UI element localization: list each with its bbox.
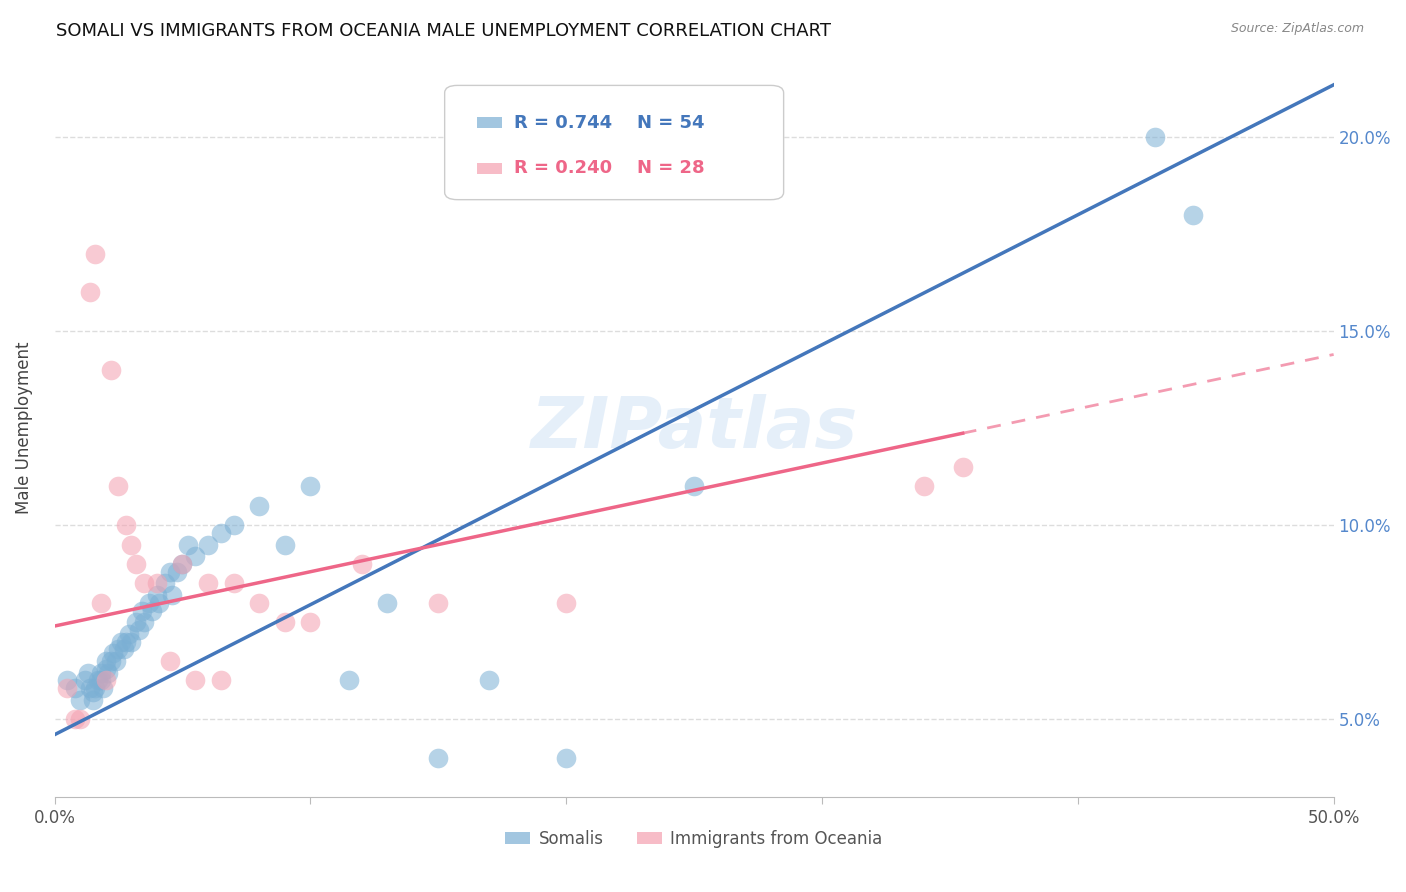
Point: [82, 692, 104, 706]
Point: [184, 673, 207, 688]
Point: [115, 518, 138, 533]
Point: [79, 285, 101, 300]
Point: [79, 681, 101, 695]
Point: [197, 538, 219, 552]
Text: N = 28: N = 28: [637, 160, 704, 178]
Point: [555, 596, 578, 610]
Point: [350, 557, 373, 571]
Point: [131, 603, 153, 617]
Point: [160, 588, 183, 602]
Point: [100, 363, 122, 377]
Point: [75, 673, 97, 688]
Point: [103, 646, 125, 660]
Point: [159, 565, 181, 579]
FancyBboxPatch shape: [444, 86, 783, 200]
Bar: [477, 162, 502, 174]
Point: [125, 615, 148, 629]
Point: [209, 673, 232, 688]
Bar: [477, 117, 502, 128]
Legend: Somalis, Immigrants from Oceania: Somalis, Immigrants from Oceania: [499, 823, 890, 855]
Point: [337, 673, 360, 688]
Point: [107, 479, 129, 493]
Point: [97, 665, 120, 680]
Point: [132, 576, 155, 591]
Point: [427, 751, 450, 765]
Point: [76, 665, 98, 680]
Point: [56, 673, 79, 688]
Text: Source: ZipAtlas.com: Source: ZipAtlas.com: [1230, 22, 1364, 36]
Point: [274, 538, 297, 552]
Point: [146, 588, 169, 602]
Point: [63, 681, 86, 695]
Text: ZIPatlas: ZIPatlas: [530, 393, 858, 463]
Point: [69, 692, 91, 706]
Point: [166, 565, 188, 579]
Point: [56, 681, 79, 695]
Point: [478, 673, 501, 688]
Point: [90, 665, 112, 680]
Text: R = 0.744: R = 0.744: [515, 113, 613, 132]
Point: [115, 634, 138, 648]
Point: [91, 681, 114, 695]
Point: [952, 460, 974, 475]
Point: [141, 603, 163, 617]
Point: [138, 596, 160, 610]
Text: SOMALI VS IMMIGRANTS FROM OCEANIA MALE UNEMPLOYMENT CORRELATION CHART: SOMALI VS IMMIGRANTS FROM OCEANIA MALE U…: [56, 22, 831, 40]
Point: [1143, 130, 1166, 145]
Point: [427, 596, 450, 610]
Point: [84, 246, 107, 260]
Point: [87, 673, 110, 688]
Point: [120, 538, 142, 552]
Point: [107, 642, 129, 657]
Point: [176, 538, 198, 552]
Point: [94, 662, 117, 676]
Point: [172, 557, 194, 571]
Point: [118, 627, 141, 641]
Y-axis label: Male Unemployment: Male Unemployment: [15, 342, 32, 515]
Point: [247, 596, 270, 610]
Point: [125, 557, 148, 571]
Point: [63, 712, 86, 726]
Point: [84, 681, 107, 695]
Point: [683, 479, 706, 493]
Point: [128, 623, 150, 637]
Point: [222, 576, 245, 591]
Point: [1181, 208, 1204, 222]
Point: [110, 634, 132, 648]
Point: [184, 549, 207, 564]
Point: [375, 596, 398, 610]
Point: [120, 634, 142, 648]
Point: [555, 751, 578, 765]
Point: [299, 615, 322, 629]
Point: [912, 479, 935, 493]
Point: [100, 654, 122, 668]
Text: N = 54: N = 54: [637, 113, 704, 132]
Point: [247, 499, 270, 513]
Point: [172, 557, 194, 571]
Point: [94, 673, 117, 688]
Point: [148, 596, 170, 610]
Point: [274, 615, 297, 629]
Point: [82, 685, 104, 699]
Point: [197, 576, 219, 591]
Point: [90, 673, 112, 688]
Point: [112, 642, 135, 657]
Point: [132, 615, 155, 629]
Point: [69, 712, 91, 726]
Point: [159, 654, 181, 668]
Point: [222, 518, 245, 533]
Point: [94, 654, 117, 668]
Point: [104, 654, 127, 668]
Point: [90, 596, 112, 610]
Point: [209, 525, 232, 540]
Text: R = 0.240: R = 0.240: [515, 160, 613, 178]
Point: [146, 576, 169, 591]
Point: [153, 576, 176, 591]
Point: [299, 479, 322, 493]
